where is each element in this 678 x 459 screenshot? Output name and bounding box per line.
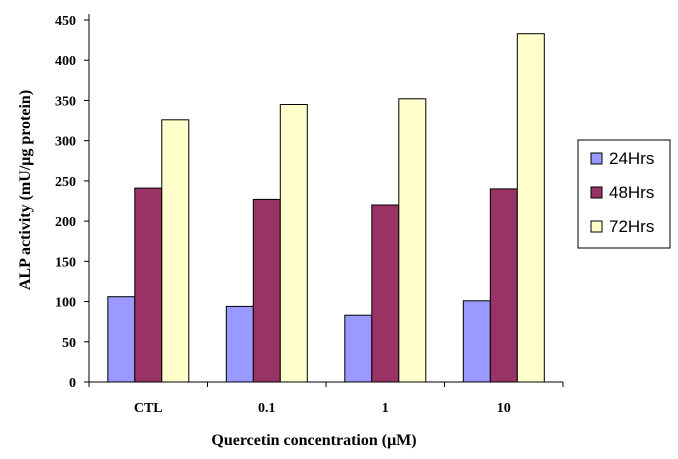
y-tick-label: 450 <box>55 14 76 29</box>
bar-48Hrs-0.1 <box>252 198 281 383</box>
bars-layer <box>107 33 545 383</box>
legend: 24Hrs 48Hrs 72Hrs <box>577 139 671 249</box>
y-tick-label: 50 <box>62 336 76 351</box>
bar-72Hrs-CTL <box>161 119 190 383</box>
y-tick-label: 300 <box>55 135 76 150</box>
bar-24Hrs-10 <box>462 300 491 383</box>
legend-label-48Hrs: 48Hrs <box>609 183 654 202</box>
bar-24Hrs-1 <box>344 314 373 383</box>
legend-label-72Hrs: 72Hrs <box>609 217 654 236</box>
y-tick-label: 400 <box>55 54 76 69</box>
legend-swatch-48Hrs <box>590 186 603 199</box>
legend-swatch-72Hrs <box>590 220 603 233</box>
bar-48Hrs-CTL <box>134 187 163 383</box>
axes-layer <box>84 14 564 387</box>
x-tick-label: 0.1 <box>258 401 276 416</box>
x-tick-label: 10 <box>497 401 511 416</box>
x-tick-labels: CTL 0.1 1 10 <box>134 401 511 416</box>
bar-24Hrs-CTL <box>107 296 136 383</box>
bar-24Hrs-0.1 <box>225 305 254 383</box>
y-tick-label: 250 <box>55 175 76 190</box>
bar-48Hrs-10 <box>489 188 518 383</box>
x-tick-label: 1 <box>382 401 389 416</box>
bar-48Hrs-1 <box>371 204 400 383</box>
legend-label-24Hrs: 24Hrs <box>609 149 654 168</box>
y-tick-label: 150 <box>55 255 76 270</box>
y-axis-title: ALP activity (mU/μg protein) <box>17 90 34 290</box>
y-tick-label: 200 <box>55 215 76 230</box>
bar-72Hrs-1 <box>398 98 427 383</box>
x-tick-label: CTL <box>134 401 163 416</box>
legend-swatch-24Hrs <box>590 152 603 165</box>
bar-72Hrs-0.1 <box>279 104 308 383</box>
bar-72Hrs-10 <box>516 33 545 383</box>
x-axis-title: Quercetin concentration (μM) <box>211 432 416 449</box>
y-tick-label: 350 <box>55 94 76 109</box>
y-tick-label: 0 <box>69 376 76 391</box>
y-tick-label: 100 <box>55 296 76 311</box>
y-tick-labels: 0 50 100 150 200 250 300 350 400 450 <box>55 14 76 391</box>
